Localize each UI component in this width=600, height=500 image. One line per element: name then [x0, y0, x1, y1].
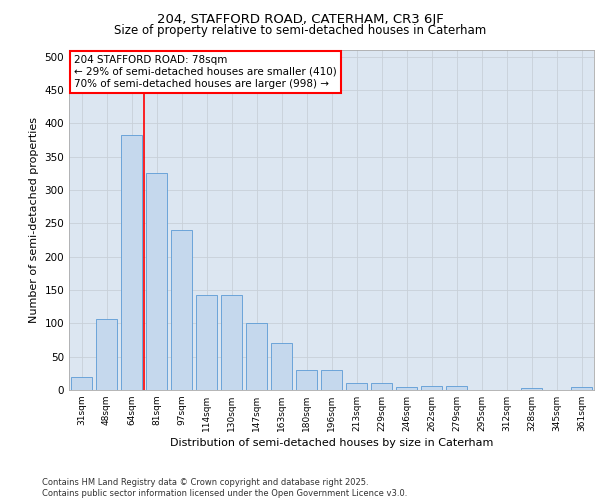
Bar	[371, 384, 392, 390]
Bar	[121, 134, 142, 390]
Text: Size of property relative to semi-detached houses in Caterham: Size of property relative to semi-detach…	[114, 24, 486, 37]
Bar	[321, 370, 342, 390]
Bar	[421, 386, 442, 390]
Y-axis label: Number of semi-detached properties: Number of semi-detached properties	[29, 117, 39, 323]
Bar	[396, 386, 417, 390]
Bar	[196, 296, 217, 390]
Bar	[96, 318, 117, 390]
Bar	[296, 370, 317, 390]
Bar	[246, 322, 267, 390]
Bar	[171, 230, 192, 390]
Bar	[571, 388, 592, 390]
Bar	[346, 384, 367, 390]
Bar	[146, 174, 167, 390]
Bar	[71, 376, 92, 390]
Text: 204 STAFFORD ROAD: 78sqm
← 29% of semi-detached houses are smaller (410)
70% of : 204 STAFFORD ROAD: 78sqm ← 29% of semi-d…	[74, 56, 337, 88]
Bar	[221, 296, 242, 390]
Bar	[521, 388, 542, 390]
Text: 204, STAFFORD ROAD, CATERHAM, CR3 6JF: 204, STAFFORD ROAD, CATERHAM, CR3 6JF	[157, 12, 443, 26]
Text: Contains HM Land Registry data © Crown copyright and database right 2025.
Contai: Contains HM Land Registry data © Crown c…	[42, 478, 407, 498]
X-axis label: Distribution of semi-detached houses by size in Caterham: Distribution of semi-detached houses by …	[170, 438, 493, 448]
Bar	[446, 386, 467, 390]
Bar	[271, 344, 292, 390]
